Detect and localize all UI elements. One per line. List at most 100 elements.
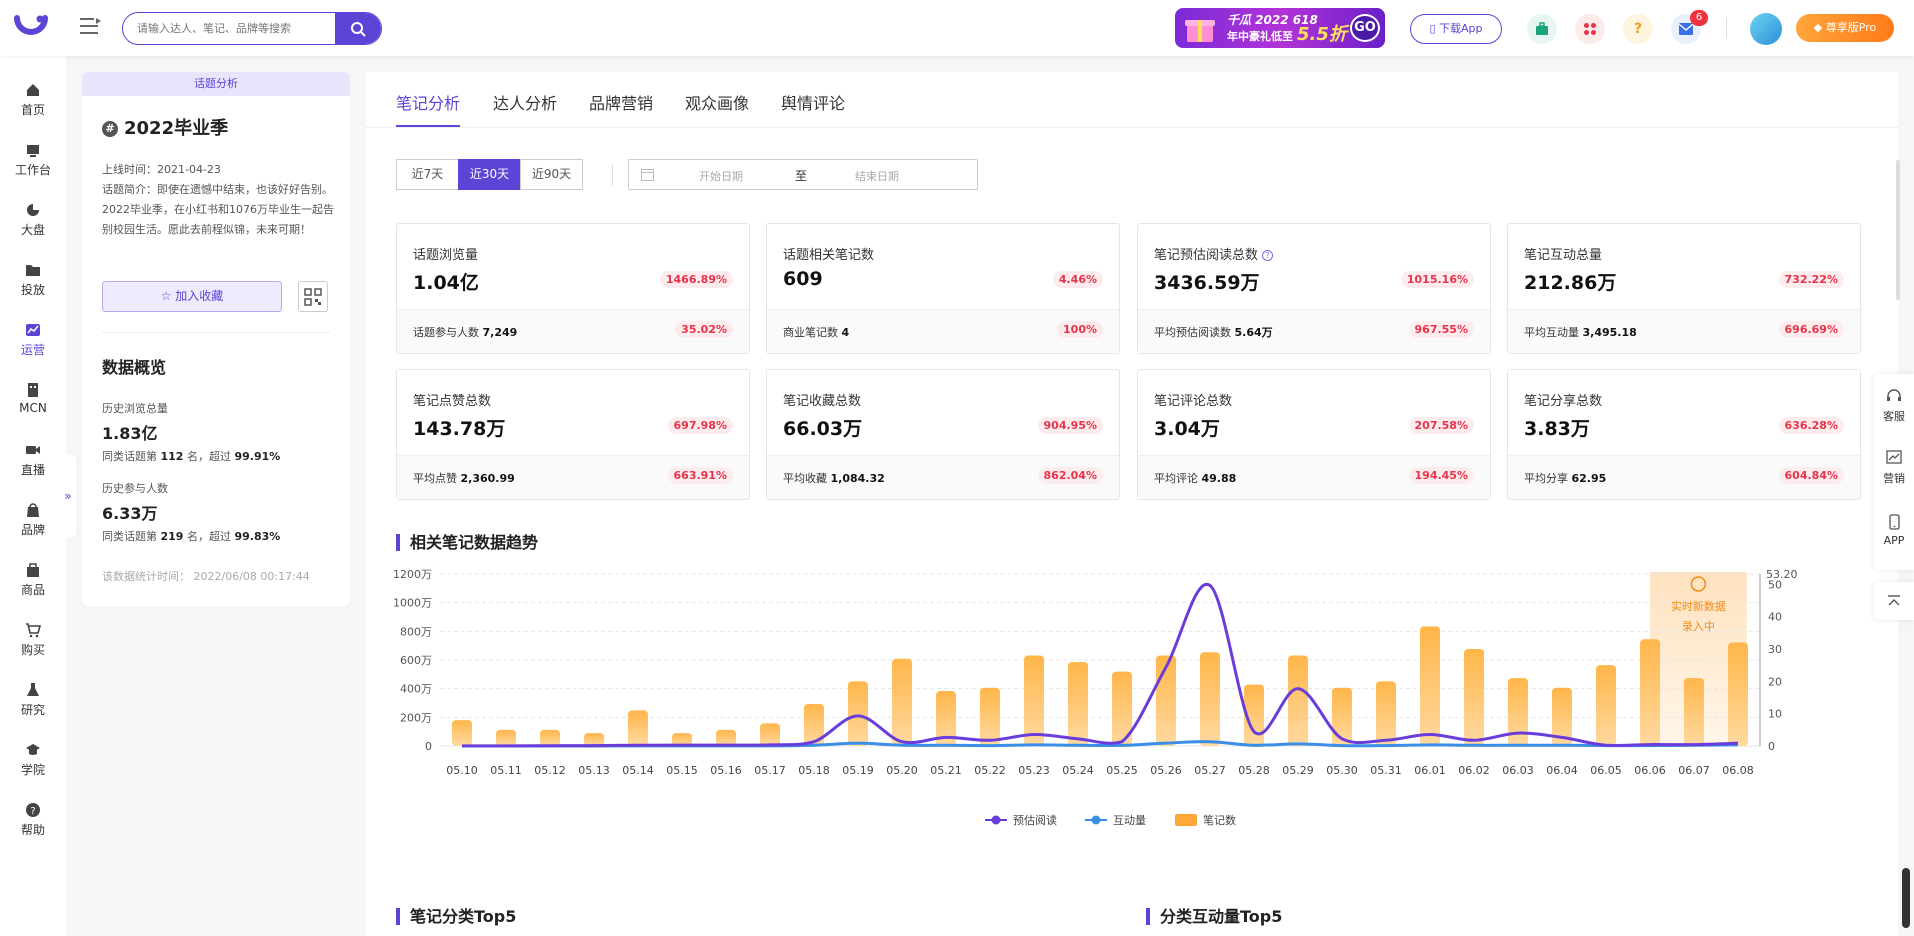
pie-icon	[27, 204, 39, 216]
download-app-button[interactable]: ▯ 下载App	[1410, 14, 1502, 44]
metric-footer: 平均分享 62.95 604.84%	[1508, 455, 1860, 499]
customer-service-button[interactable]: 客服	[1874, 388, 1914, 424]
metric-footer: 平均收藏 1,084.32 862.04%	[767, 455, 1119, 499]
menu-toggle-icon[interactable]	[80, 16, 102, 36]
end-date-input[interactable]: 结束日期	[855, 170, 899, 183]
bar-note-count	[452, 720, 472, 746]
promo-go-button[interactable]: GO	[1350, 14, 1380, 42]
metric-footer: 平均预估阅读数 5.64万 967.55%	[1138, 309, 1490, 353]
mail-icon[interactable]	[1671, 14, 1701, 44]
tab-brand-marketing[interactable]: 品牌营销	[589, 94, 654, 113]
bar-note-count	[1464, 649, 1484, 746]
tab-underline	[396, 125, 460, 127]
x-tick-label: 05.11	[490, 764, 522, 777]
metric-change: 636.28%	[1778, 417, 1844, 434]
tab-note-analysis[interactable]: 笔记分析	[396, 94, 461, 113]
sidebar-item-0[interactable]: 首页	[0, 72, 66, 124]
y-tick-left: 600万	[400, 654, 432, 667]
search-button[interactable]	[335, 13, 381, 44]
bar-note-count	[936, 691, 956, 746]
metric-card: 笔记预估阅读总数? 3436.59万 1015.16% 平均预估阅读数 5.64万 96…	[1137, 223, 1491, 354]
building-icon	[28, 383, 38, 397]
avatar[interactable]	[1750, 13, 1782, 45]
page-scrollbar-track[interactable]	[1896, 160, 1900, 300]
promo-banner[interactable]: 千瓜 2022 618 年中豪礼低至 5.5折 GO	[1175, 8, 1385, 48]
pro-button[interactable]: ◆ 尊享版Pro	[1796, 14, 1894, 42]
metric-sub-change: 604.84%	[1778, 467, 1844, 484]
headset-icon	[1887, 389, 1901, 401]
briefcase-icon[interactable]	[1527, 14, 1557, 44]
question-icon[interactable]: ?	[1623, 14, 1653, 44]
qrcode-button[interactable]	[298, 281, 328, 312]
promo-discount: 5.5折	[1297, 24, 1347, 45]
chart-icon	[26, 324, 40, 336]
tab-influencer-analysis[interactable]: 达人分析	[493, 94, 558, 113]
sidebar-item-8[interactable]: 商品	[0, 552, 66, 604]
tab-audience[interactable]: 观众画像	[685, 94, 750, 113]
y-tick-right: 10	[1768, 708, 1782, 721]
sidebar-item-label: 研究	[20, 703, 45, 717]
sidebar-item-1[interactable]: 工作台	[0, 132, 66, 184]
sidebar-item-2[interactable]: 大盘	[0, 192, 66, 244]
range-90d-button[interactable]: 近90天	[520, 159, 583, 190]
sidebar-item-4[interactable]: 运营	[0, 312, 66, 364]
metric-sub: 平均点赞 2,360.99	[413, 472, 515, 485]
tab-comments[interactable]: 舆情评论	[781, 94, 846, 113]
search-input[interactable]	[123, 13, 333, 44]
metric-sub: 商业笔记数 4	[783, 326, 850, 339]
marketing-button[interactable]: 营销	[1874, 450, 1914, 486]
sidebar-item-9[interactable]: 购买	[0, 612, 66, 664]
bar-note-count	[1332, 687, 1352, 746]
expand-panel-button[interactable]: »	[60, 455, 76, 537]
hist-views-rank: 同类话题第 112 名，超过 99.91%	[102, 450, 281, 463]
x-tick-label: 05.27	[1194, 764, 1226, 777]
sidebar-item-7[interactable]: 品牌	[0, 492, 66, 544]
range-30d-button[interactable]: 近30天	[458, 159, 521, 190]
sidebar-item-11[interactable]: 学院	[0, 732, 66, 784]
add-favorite-button[interactable]: ☆ 加入收藏	[102, 281, 282, 312]
flask-icon	[27, 683, 39, 696]
scrollbar-thumb[interactable]	[1902, 868, 1910, 928]
divider	[102, 332, 330, 333]
bar-note-count	[1552, 687, 1572, 746]
x-tick-label: 05.12	[534, 764, 566, 777]
bar-note-count	[628, 710, 648, 746]
date-range-picker[interactable]: 开始日期 至 结束日期	[628, 159, 978, 190]
apps-grid-icon[interactable]	[1575, 14, 1605, 44]
sidebar: 首页工作台大盘投放运营 MCN 直播品牌商品购买研究学院 ? 帮助	[0, 56, 66, 936]
metric-sub-change: 696.69%	[1778, 321, 1844, 338]
y-tick-right: 20	[1768, 675, 1782, 688]
start-date-input[interactable]: 开始日期	[699, 170, 743, 183]
legend-label: 互动量	[1113, 814, 1146, 827]
sidebar-item-10[interactable]: 研究	[0, 672, 66, 724]
sidebar-item-12[interactable]: ? 帮助	[0, 792, 66, 844]
metric-change: 207.58%	[1408, 417, 1474, 434]
metric-footer: 平均点赞 2,360.99 663.91%	[397, 455, 749, 499]
hist-part-rank: 同类话题第 219 名，超过 99.83%	[102, 530, 281, 543]
bar-note-count	[1244, 684, 1264, 746]
logo[interactable]	[14, 12, 48, 42]
back-to-top-button[interactable]	[1874, 582, 1914, 620]
help-icon[interactable]: ?	[1262, 250, 1274, 261]
x-tick-label: 05.18	[798, 764, 830, 777]
x-tick-label: 05.10	[446, 764, 478, 777]
legend-label: 笔记数	[1203, 813, 1236, 827]
app-button[interactable]: APP	[1874, 514, 1914, 547]
tab-bar: 笔记分析 达人分析 品牌营销 观众画像 舆情评论	[366, 72, 1898, 128]
metric-value: 212.86万	[1524, 272, 1617, 294]
metric-sub: 平均分享 62.95	[1524, 472, 1607, 485]
x-tick-label: 05.24	[1062, 764, 1094, 777]
sidebar-item-3[interactable]: 投放	[0, 252, 66, 304]
y-tick-left: 800万	[400, 625, 432, 638]
hist-part-value: 6.33万	[102, 504, 158, 523]
x-tick-label: 05.30	[1326, 764, 1358, 777]
metric-footer: 商业笔记数 4 100%	[767, 309, 1119, 353]
range-7d-button[interactable]: 近7天	[396, 159, 459, 190]
sidebar-item-5[interactable]: MCN	[0, 372, 66, 424]
bar-note-count	[1024, 655, 1044, 746]
sidebar-item-label: 运营	[20, 343, 45, 357]
metric-label: 笔记收藏总数	[783, 394, 862, 409]
sidebar-item-label: 首页	[20, 103, 45, 117]
search-box	[122, 12, 382, 45]
sidebar-item-6[interactable]: 直播	[0, 432, 66, 484]
